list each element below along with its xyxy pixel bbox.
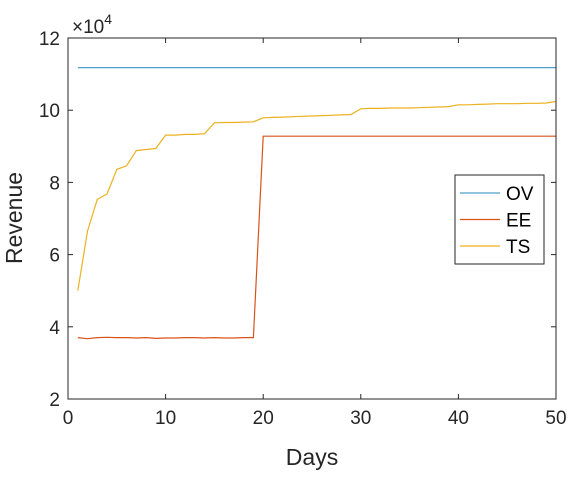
legend-label-ov: OV — [506, 184, 534, 205]
y-exponent-base: ×10 — [72, 17, 104, 38]
axes-layer: 0 10 20 30 40 50 2 4 6 8 10 12 — [39, 29, 567, 429]
y-tick-label: 10 — [39, 101, 60, 122]
y-exponent-label: ×104 — [72, 11, 112, 38]
x-axis-title: Days — [286, 444, 338, 470]
x-tick-label: 40 — [448, 408, 469, 429]
legend-label-ts: TS — [506, 237, 530, 258]
x-tick-label: 0 — [63, 408, 74, 429]
x-tick-label: 10 — [155, 408, 176, 429]
series-line-ts — [77, 100, 557, 291]
series-layer — [77, 66, 557, 340]
x-tick-label: 20 — [253, 408, 274, 429]
plot-frame — [67, 37, 557, 400]
series-line-ee — [77, 135, 556, 340]
y-tick-label: 4 — [49, 318, 60, 339]
y-exponent-power: 4 — [104, 11, 112, 27]
x-tick-label: 50 — [545, 408, 566, 429]
legend-label-ee: EE — [506, 211, 531, 232]
x-tick-label: 30 — [350, 408, 371, 429]
y-tick-label: 2 — [49, 390, 60, 411]
y-axis-title: Revenue — [1, 172, 27, 264]
y-tick-label: 8 — [49, 173, 60, 194]
y-tick-label: 12 — [39, 29, 60, 50]
y-tick-label: 6 — [49, 246, 60, 267]
legend: OV EE TS — [454, 174, 545, 265]
